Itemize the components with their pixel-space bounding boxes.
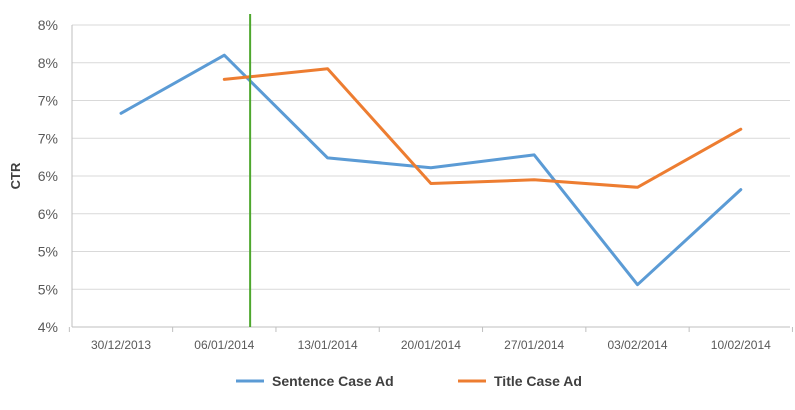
sentence-case-ad-line bbox=[119, 53, 743, 287]
legend-label: Sentence Case Ad bbox=[272, 373, 394, 389]
gridlines bbox=[72, 24, 790, 328]
y-tick-label: 5% bbox=[38, 244, 58, 260]
x-tick-labels: 30/12/2013 06/01/2014 13/01/2014 20/01/2014… bbox=[68, 327, 793, 352]
y-tick-label: 8% bbox=[38, 17, 58, 33]
title-case-ad-line bbox=[222, 67, 743, 189]
legend: Sentence Case Ad Title Case Ad bbox=[236, 373, 582, 389]
y-tick-label: 7% bbox=[38, 93, 58, 109]
series-lines bbox=[119, 53, 743, 287]
y-axis-title: CTR bbox=[8, 162, 23, 189]
x-tick-label: 30/12/2013 bbox=[91, 338, 151, 352]
y-tick-label: 8% bbox=[38, 55, 58, 71]
y-tick-label: 7% bbox=[38, 130, 58, 146]
x-tick-label: 03/02/2014 bbox=[607, 338, 667, 352]
y-tick-label: 4% bbox=[38, 319, 58, 335]
y-tick-label: 6% bbox=[38, 206, 58, 222]
y-tick-labels: 8% 8% 7% 7% 6% 6% 5% 5% 4% bbox=[38, 17, 58, 335]
axes bbox=[71, 25, 790, 328]
x-tick-label: 27/01/2014 bbox=[504, 338, 564, 352]
legend-label: Title Case Ad bbox=[494, 373, 582, 389]
x-tick-label: 10/02/2014 bbox=[711, 338, 771, 352]
y-tick-label: 5% bbox=[38, 281, 58, 297]
x-tick-label: 06/01/2014 bbox=[194, 338, 254, 352]
y-tick-label: 6% bbox=[38, 168, 58, 184]
x-tick-label: 20/01/2014 bbox=[401, 338, 461, 352]
x-tick-label: 13/01/2014 bbox=[298, 338, 358, 352]
